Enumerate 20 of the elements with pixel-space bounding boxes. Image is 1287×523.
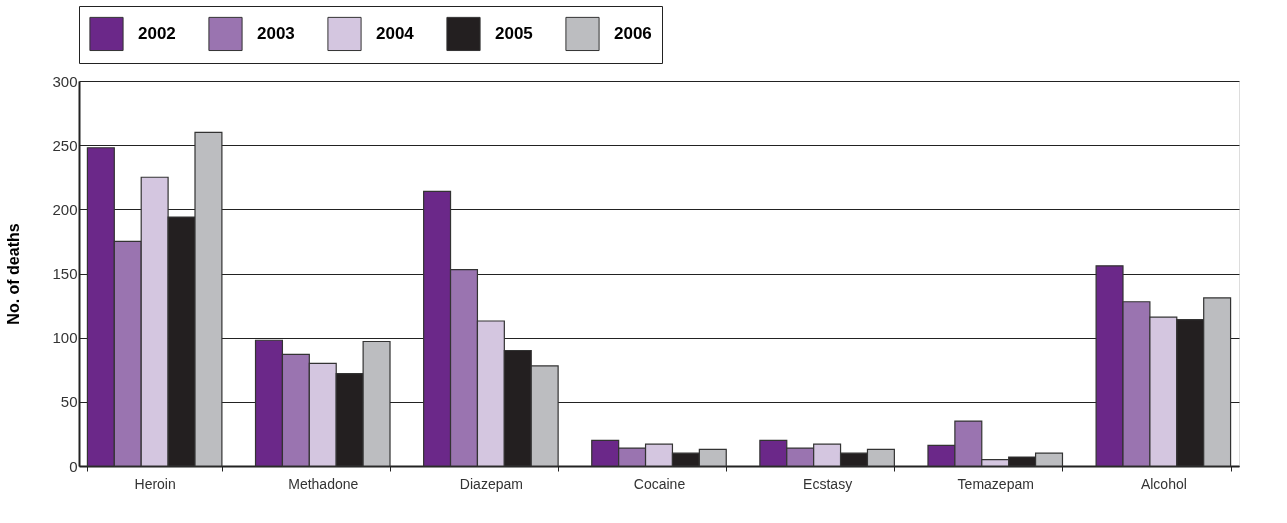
x-tick-label: Alcohol <box>1140 475 1187 492</box>
y-axis-title: No. of deaths <box>5 223 23 325</box>
legend-label: 2006 <box>614 23 652 43</box>
x-tick-label: Methadone <box>288 475 359 492</box>
y-tick-label: 50 <box>60 393 78 411</box>
y-tick-label: 100 <box>52 329 78 347</box>
x-tick-label: Cocaine <box>633 475 686 492</box>
y-tick-label: 0 <box>69 457 78 475</box>
x-tick-label: Diazepam <box>459 475 523 492</box>
x-tick-label: Ecstasy <box>803 475 853 492</box>
x-tick-label: Heroin <box>134 475 176 492</box>
y-tick-label: 250 <box>52 136 78 154</box>
y-tick-label: 200 <box>52 200 78 218</box>
legend-label: 2005 <box>495 23 533 43</box>
legend-label: 2002 <box>138 23 176 43</box>
x-tick-label: Temazepam <box>957 475 1034 492</box>
y-tick-label: 300 <box>52 72 78 90</box>
legend-label: 2004 <box>376 23 415 43</box>
legend-label: 2003 <box>257 23 295 43</box>
y-tick-label: 150 <box>52 265 78 282</box>
